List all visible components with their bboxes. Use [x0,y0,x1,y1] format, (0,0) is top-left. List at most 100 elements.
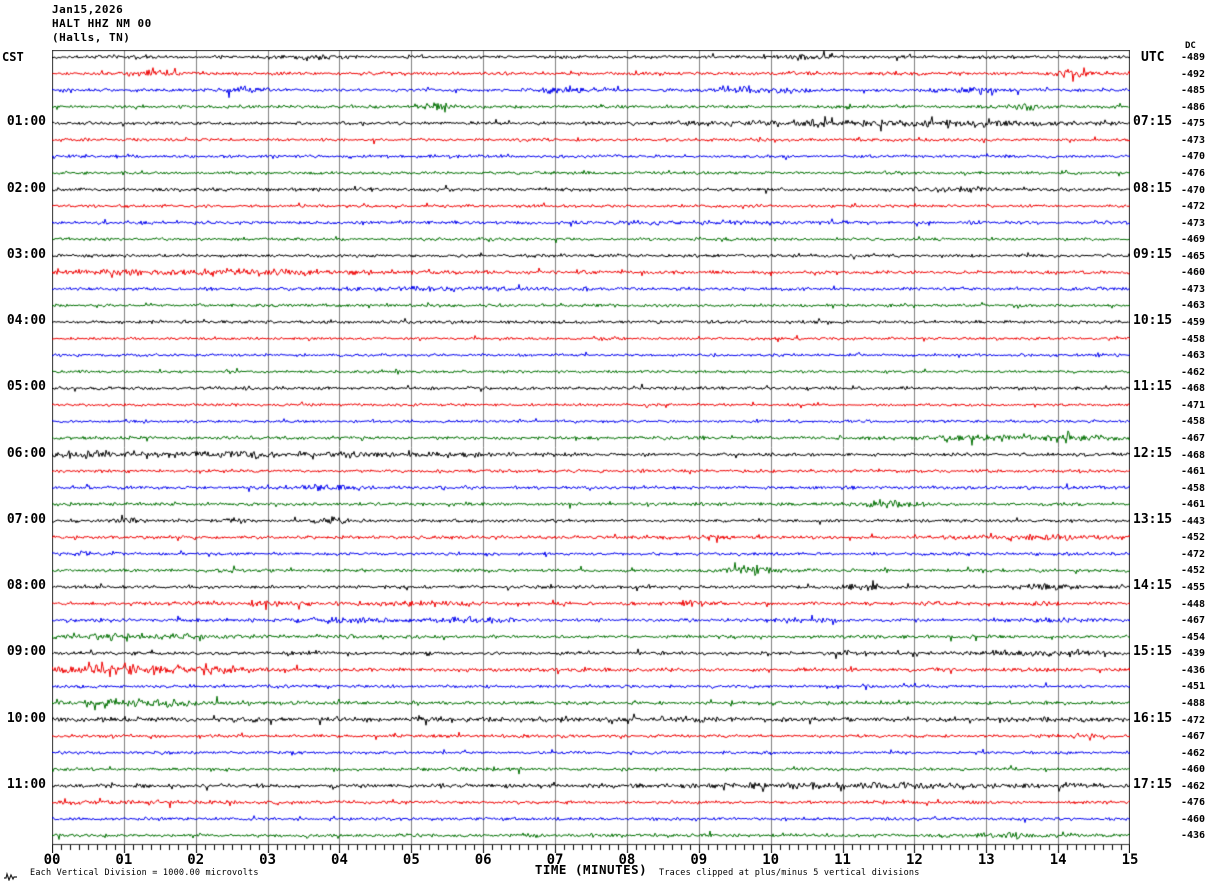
dc-offset-value: -460 [1181,764,1206,776]
x-tick-label: 15 [1121,852,1139,868]
dc-offset-value: -463 [1181,300,1206,312]
dc-offset-value: -489 [1181,52,1206,63]
x-tick-label: 12 [905,852,923,868]
x-tick-label: 07 [546,852,564,868]
x-tick-label: 11 [834,852,851,868]
x-tick-label: 08 [618,852,636,868]
dc-offset-value: -461 [1181,499,1206,511]
cst-hour-label: 09:00 [6,644,46,660]
utc-hour-label: 17:15 [1133,776,1173,792]
mini-waveform-icon [4,872,17,881]
dc-offset-value: -452 [1181,532,1206,544]
dc-offset-value: -460 [1181,813,1206,825]
dc-offset-value: -458 [1181,416,1206,428]
dc-offset-value: -469 [1181,234,1206,246]
dc-offset-value: -473 [1181,217,1206,229]
header-date: Jan15,2026 [52,3,124,16]
utc-hour-label: 11:15 [1133,379,1173,395]
x-tick-label: 04 [331,852,348,868]
dc-offset-value: -488 [1181,697,1206,709]
dc-offset-values-column: -489 -492 -485 -486 -475 -473 -470 -476 -470 -472… [1181,0,1210,886]
left-timezone-label: CST [2,50,24,64]
x-tick-label: 03 [259,852,277,868]
dc-offset-value: -471 [1181,399,1206,411]
dc-offset-value: -476 [1181,797,1206,809]
right-timezone-label: UTC [1141,50,1165,65]
x-tick-label: 14 [1049,852,1067,868]
dc-offset-value: -492 [1181,68,1206,80]
cst-hour-label: 04:00 [6,313,46,328]
dc-offset-value: -468 [1181,383,1206,395]
cst-hour-label: 02:00 [6,180,46,196]
header-station-id: HALT HHZ NM 00 [52,17,152,30]
x-tick-label: 13 [977,852,995,868]
x-tick-label: 06 [474,852,492,868]
dc-offset-value: -451 [1181,681,1206,693]
dc-offset-value: -473 [1181,283,1206,295]
dc-offset-value: -443 [1181,515,1206,527]
dc-offset-value: -472 [1181,201,1206,213]
dc-offset-value: -473 [1181,134,1206,146]
x-tick-label: 05 [402,852,420,868]
utc-hour-label: 13:15 [1133,511,1173,527]
dc-offset-value: -485 [1181,85,1206,97]
dc-offset-value: -462 [1181,366,1206,378]
utc-hour-labels-column: 07:15 08:15 09:15 10:15 11:15 12:15 13:15 14:15… [1133,0,1193,886]
dc-offset-value: -460 [1181,267,1206,279]
dc-offset-value: -454 [1181,631,1206,643]
cst-hour-label: 01:00 [6,114,46,130]
dc-offset-value: -472 [1181,548,1206,560]
cst-hour-label: 10:00 [6,710,46,726]
cst-hour-label: 03:00 [6,246,46,262]
dc-offset-value: -468 [1181,449,1206,461]
utc-hour-label: 09:15 [1133,246,1173,262]
utc-hour-label: 07:15 [1133,114,1173,130]
dc-offset-value: -459 [1181,317,1206,328]
x-tick-label: 00 [43,852,61,868]
dc-offset-value: -452 [1181,565,1206,577]
dc-offset-value: -462 [1181,747,1206,759]
utc-hour-label: 14:15 [1133,578,1173,593]
dc-offset-value: -475 [1181,118,1206,130]
dc-offset-value: -467 [1181,432,1206,444]
utc-hour-label: 12:15 [1133,445,1173,461]
x-axis-title: TIME (MINUTES) [534,862,648,877]
dc-offset-value: -467 [1181,731,1206,743]
dc-offset-value: -472 [1181,714,1206,726]
cst-hour-label: 07:00 [6,511,46,527]
dc-offset-value: -436 [1181,830,1206,842]
dc-offset-value: -448 [1181,598,1206,610]
utc-hour-label: 10:15 [1133,313,1173,328]
dc-offset-value: -455 [1181,582,1206,593]
x-tick-label: 02 [187,852,205,868]
dc-column-header: DC [1185,41,1196,51]
dc-offset-value: -439 [1181,648,1206,660]
utc-hour-label: 08:15 [1133,180,1173,196]
dc-offset-value: -486 [1181,101,1206,113]
dc-offset-value: -470 [1181,151,1206,163]
cst-hour-label: 06:00 [6,445,46,461]
dc-offset-value: -458 [1181,333,1206,345]
dc-offset-value: -470 [1181,184,1206,196]
dc-offset-value: -465 [1181,250,1206,262]
cst-hour-labels-column: 01:00 02:00 03:00 04:00 05:00 06:00 07:00 08:00… [0,0,48,886]
x-tick-label: 01 [115,852,133,868]
dc-offset-value: -476 [1181,167,1206,179]
dc-offset-value: -461 [1181,466,1206,478]
header-station-location: (Halls, TN) [52,31,131,44]
dc-offset-value: -463 [1181,350,1206,362]
footer-clip-note: Traces clipped at plus/minus 5 vertical … [659,868,920,878]
utc-hour-label: 16:15 [1133,710,1173,726]
dc-offset-value: -458 [1181,482,1206,494]
cst-hour-label: 05:00 [6,379,46,395]
footer-scale-note: Each Vertical Division = 1000.00 microvo… [30,868,259,878]
dc-offset-value: -436 [1181,664,1206,676]
dc-offset-value: -462 [1181,780,1206,792]
utc-hour-label: 15:15 [1133,644,1173,660]
seismogram-plot-canvas [52,50,1130,853]
cst-hour-label: 11:00 [6,776,46,792]
cst-hour-label: 08:00 [6,578,46,593]
dc-offset-value: -467 [1181,615,1206,627]
x-tick-label: 10 [762,852,780,868]
